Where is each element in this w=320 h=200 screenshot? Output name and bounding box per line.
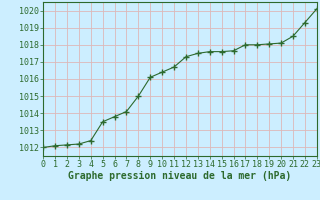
X-axis label: Graphe pression niveau de la mer (hPa): Graphe pression niveau de la mer (hPa) [68, 171, 292, 181]
